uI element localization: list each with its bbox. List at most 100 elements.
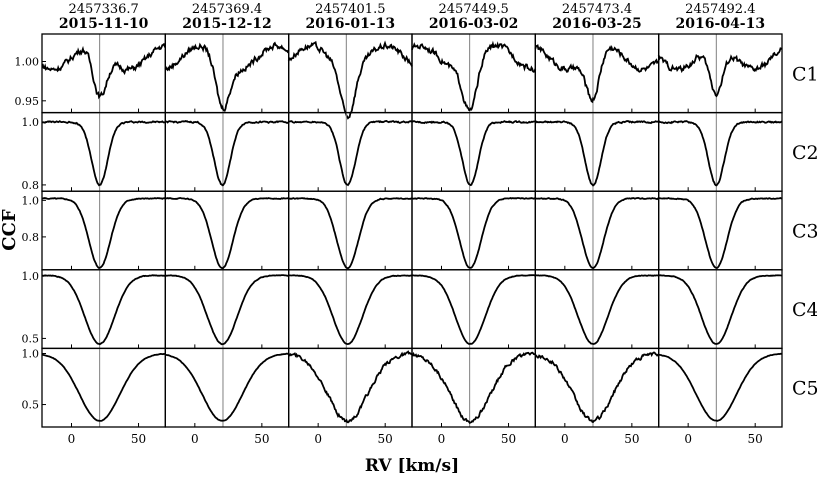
y-tick-label: 1.00 [15, 56, 40, 69]
y-tick-label: 1.0 [22, 348, 40, 361]
x-tick-label: 50 [624, 432, 639, 446]
ccf-panel [288, 111, 413, 192]
ccf-panel [164, 269, 290, 350]
row-label: C5 [792, 378, 817, 400]
panel-frame [41, 347, 166, 428]
row-labels: C1 C2 C3 C4 C5 [792, 63, 817, 399]
panel-frame [658, 190, 783, 271]
panel-frame [164, 190, 290, 271]
y-tick-label: 1.0 [22, 270, 40, 283]
x-tick-label: 0 [191, 432, 199, 446]
panel-frame [164, 111, 290, 192]
x-tick-label: 0 [438, 432, 446, 446]
ccf-panel: 0.5 1.0 [22, 347, 166, 428]
panel-frame [164, 269, 290, 350]
panel-grid: 0.951.000.81.00.81.00.51.00.51.00 50 0 50 0 5… [15, 33, 783, 446]
ccf-profile-line [287, 40, 413, 120]
panel-frame [658, 269, 783, 350]
ccf-panel [288, 190, 413, 271]
x-tick-label: 0 [68, 432, 76, 446]
ccf-profile-line [165, 274, 289, 346]
ccf-panel [534, 190, 660, 271]
row-label: C3 [792, 221, 817, 243]
ccf-profile-line [658, 120, 783, 187]
y-tick-label: 0.5 [22, 332, 40, 345]
x-tick-label: 50 [254, 432, 269, 446]
y-tick-label: 0.8 [22, 179, 40, 192]
panel-frame [288, 269, 413, 350]
ccf-panel [534, 33, 660, 114]
ccf-panel [658, 269, 783, 350]
column-jd-label: 2457473.4 [562, 2, 632, 17]
ccf-profile-line [535, 274, 659, 345]
ccf-panel [411, 33, 537, 114]
ccf-panel [534, 111, 660, 192]
y-tick-label: 1.0 [22, 194, 40, 207]
column-date-label: 2015-12-12 [182, 16, 272, 32]
column-jd-label: 2457369.4 [192, 2, 262, 17]
panel-frame [288, 190, 413, 271]
ccf-profile-line [288, 197, 413, 270]
ccf-panel [411, 347, 536, 428]
panel-frame [41, 190, 166, 271]
ccf-panel [164, 111, 290, 192]
ccf-panel [411, 269, 536, 350]
y-tick-label: 0.95 [15, 95, 40, 108]
ccf-panel [658, 347, 783, 428]
ccf-panel [411, 111, 536, 192]
ccf-panel: 0.8 1.0 [22, 190, 166, 271]
ccf-profile-line [411, 40, 537, 112]
column-date-label: 2016-04-13 [676, 16, 766, 32]
ccf-panel: 0.5 1.0 [22, 269, 166, 350]
ccf-panel [287, 33, 413, 120]
ccf-panel [534, 347, 660, 428]
ccf-profile-line [164, 352, 289, 422]
ccf-panel [411, 190, 536, 271]
ccf-panel [288, 269, 413, 350]
panel-frame [41, 269, 166, 350]
column-jd-label: 2457401.5 [315, 2, 385, 17]
ccf-profile-line [534, 44, 660, 104]
x-tick-label: 50 [501, 432, 516, 446]
x-tick-label: 0 [561, 432, 569, 446]
ccf-profile-line [658, 274, 783, 345]
panel-frame [411, 269, 536, 350]
y-tick-label: 0.8 [22, 231, 40, 244]
ccf-panel [657, 33, 783, 114]
panel-frame [534, 33, 660, 114]
panel-frame [534, 269, 660, 350]
ccf-profile-line [41, 352, 166, 422]
x-tick-label: 0 [314, 432, 322, 446]
ccf-profile-line [411, 120, 536, 187]
panel-frame [288, 347, 413, 428]
row-label: C2 [792, 142, 817, 164]
row-label: C4 [792, 299, 817, 321]
column-jd-label: 2457492.4 [685, 2, 755, 17]
ccf-profile-line [658, 197, 782, 269]
ccf-panel [164, 347, 290, 428]
ccf-profile-line [535, 351, 660, 423]
ccf-profile-line [41, 197, 166, 269]
ccf-profile-line [411, 196, 536, 269]
y-tick-label: 1.0 [22, 116, 40, 129]
panel-frame [411, 190, 536, 271]
ccf-profile-line [41, 120, 166, 187]
x-tick-label: 50 [378, 432, 393, 446]
ccf-panel [164, 190, 290, 271]
ccf-profile-line [657, 47, 783, 98]
x-axis-label: RV [km/s] [365, 456, 459, 476]
y-axis-label: CCF [0, 209, 20, 251]
ccf-profile-line [288, 274, 413, 346]
column-date-label: 2016-03-02 [429, 16, 519, 32]
x-tick-label: 50 [748, 432, 763, 446]
ccf-profile-line [288, 119, 413, 187]
ccf-profile-line [165, 197, 289, 270]
ccf-profile-line [164, 41, 290, 112]
ccf-profile-line [534, 120, 660, 187]
x-tick-label: 50 [131, 432, 146, 446]
ccf-profile-line [288, 350, 413, 424]
ccf-profile-line [165, 119, 290, 187]
column-jd-label: 2457449.5 [439, 2, 509, 17]
